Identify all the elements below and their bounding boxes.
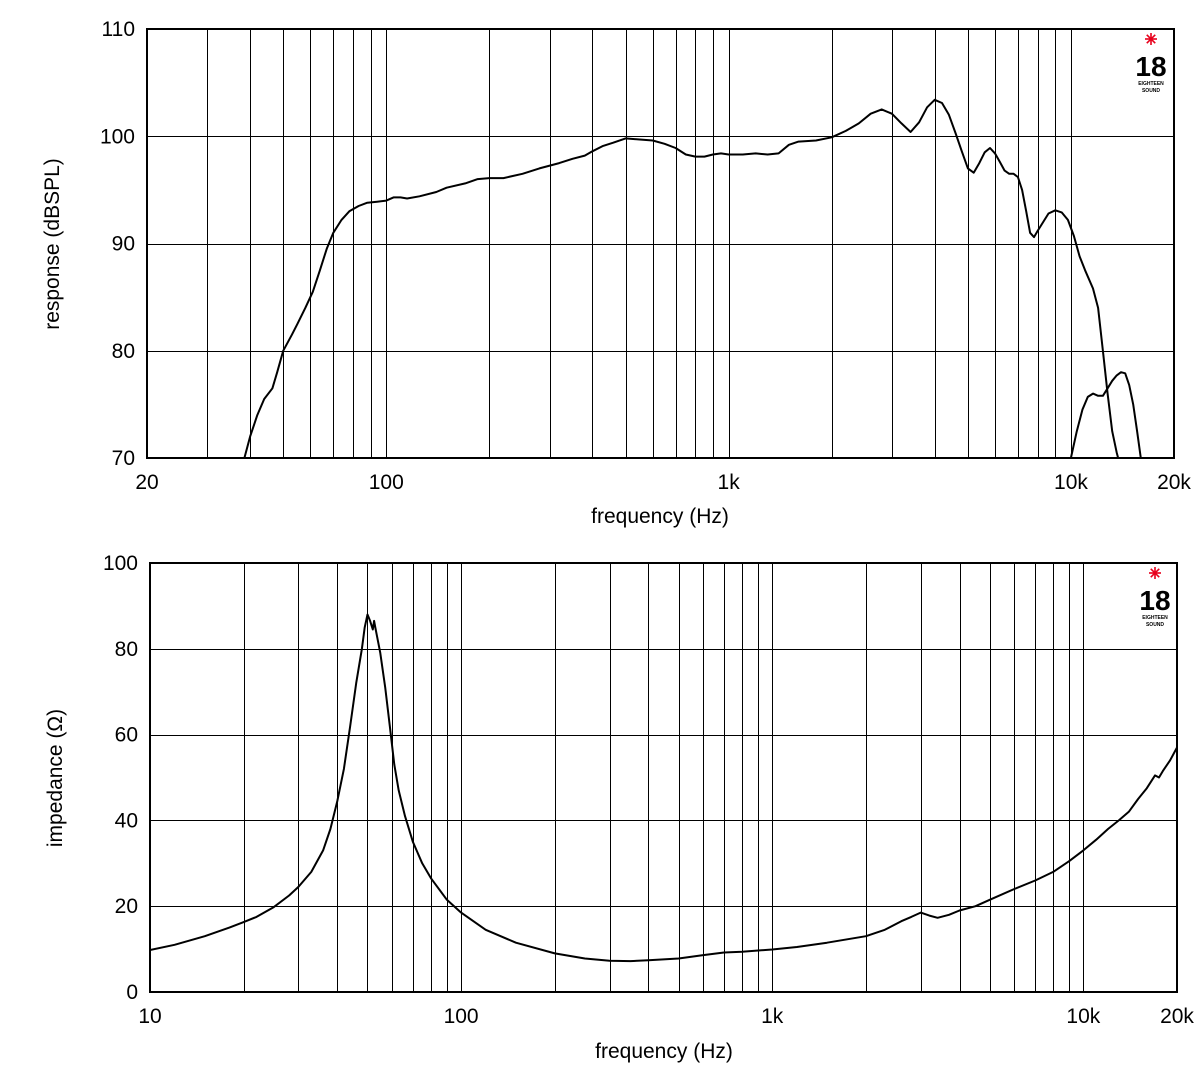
x-tick-label: 20 [135, 471, 158, 494]
logo-line2: SOUND [1142, 88, 1160, 94]
x-tick-label: 10k [1054, 471, 1088, 494]
y-tick-label: 0 [126, 981, 138, 1004]
response-gridlines [147, 29, 1174, 458]
eighteen-sound-logo: 18 EIGHTEEN SOUND [1139, 567, 1171, 628]
y-tick-label: 20 [115, 895, 138, 918]
star-center [1153, 571, 1157, 575]
y-tick-label: 80 [115, 638, 138, 661]
star-center [1149, 37, 1153, 41]
impedance-plot-frame [149, 562, 1178, 993]
y-tick-label: 100 [103, 552, 138, 575]
response-tick-labels: 20 100 1k 10k 20k 70 80 90 100 110 [100, 18, 1191, 494]
data-curve-segment-1 [1069, 371, 1142, 458]
logo-line1: EIGHTEEN [1138, 81, 1164, 87]
eighteen-sound-logo: 18 EIGHTEEN SOUND [1135, 33, 1167, 94]
y-tick-label: 60 [115, 724, 138, 747]
x-tick-label: 100 [444, 1005, 479, 1028]
y-tick-label: 80 [112, 340, 135, 363]
data-curve-segment-0 [150, 613, 1177, 963]
impedance-gridlines [150, 563, 1177, 992]
impedance-curves [150, 613, 1177, 963]
impedance-x-axis-label: frequency (Hz) [595, 1040, 733, 1063]
data-curve-segment-0 [243, 98, 1120, 458]
x-tick-label: 1k [718, 471, 741, 494]
y-tick-label: 40 [115, 809, 138, 832]
response-y-axis-label: response (dBSPL) [41, 158, 64, 330]
y-tick-label: 90 [112, 233, 135, 256]
y-tick-label: 70 [112, 447, 135, 470]
y-tick-label: 100 [100, 125, 135, 148]
y-tick-label: 110 [102, 18, 135, 41]
logo-number: 18 [1139, 585, 1170, 616]
x-tick-label: 20k [1157, 471, 1191, 494]
x-tick-label: 20k [1160, 1005, 1194, 1028]
logo-number: 18 [1135, 51, 1166, 82]
response-plot-frame [146, 28, 1175, 459]
response-curves [243, 98, 1142, 458]
x-tick-label: 100 [369, 471, 404, 494]
response-chart: 20 100 1k 10k 20k 70 80 90 100 110 frequency (Hz)… [41, 18, 1191, 528]
star-icon [1149, 567, 1161, 579]
impedance-y-axis-label: impedance (Ω) [44, 709, 67, 847]
logo-line2: SOUND [1146, 622, 1164, 628]
x-tick-label: 1k [761, 1005, 784, 1028]
logo-line1: EIGHTEEN [1142, 615, 1168, 621]
impedance-tick-labels: 10 100 1k 10k 20k 0 20 40 60 80 100 [103, 552, 1194, 1028]
response-x-axis-label: frequency (Hz) [591, 505, 729, 528]
x-tick-label: 10 [138, 1005, 161, 1028]
impedance-chart: 10 100 1k 10k 20k 0 20 40 60 80 100 frequency (Hz)… [44, 552, 1194, 1063]
star-icon [1145, 33, 1157, 45]
x-tick-label: 10k [1066, 1005, 1100, 1028]
